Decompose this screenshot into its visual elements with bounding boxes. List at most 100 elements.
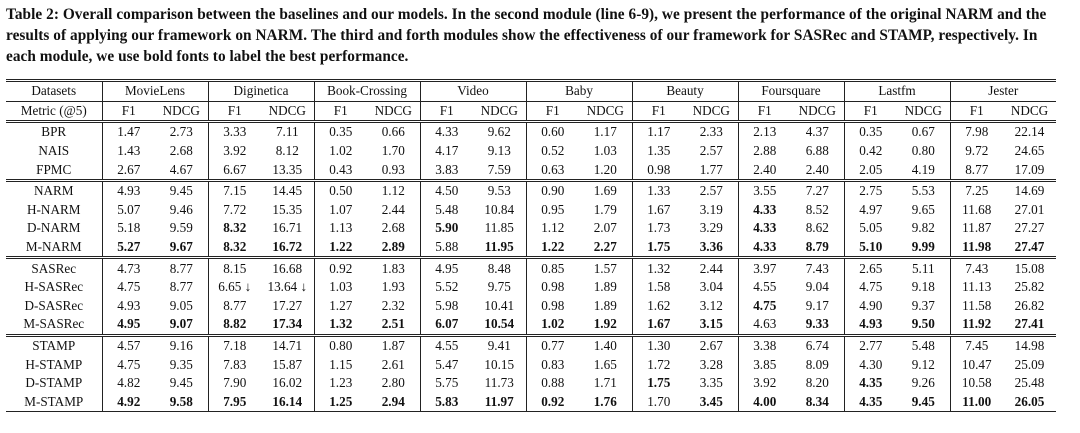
model-name: M-NARM [6, 237, 103, 258]
metric-header: F1 [314, 100, 367, 122]
metric-value: 1.89 [579, 277, 633, 297]
metric-value: 1.03 [329, 279, 353, 295]
model-name: M-STAMP [6, 392, 103, 413]
metric-value: 3.12 [685, 296, 739, 316]
metric-value: 22.14 [1003, 120, 1056, 142]
row-header: Datasets [6, 79, 103, 102]
metric-value: 3.92 [223, 143, 247, 159]
metric-value: 0.90 [526, 178, 579, 201]
metric-value: 10.15 [473, 355, 527, 374]
metric-value: 1.17 [579, 120, 633, 142]
data-row: M-STAMP 4.92 9.58 7.95 16.14 1.25 2.94 5.83 11.9… [6, 392, 1056, 413]
metric-value: 1.75 [647, 375, 671, 391]
metric-value: 9.58 [155, 392, 209, 413]
metric-value: 15.08 [1003, 256, 1056, 278]
metric-value: 8.34 [791, 392, 845, 413]
metric-value: 1.93 [367, 277, 421, 297]
metric-value: 2.68 [367, 219, 421, 238]
metric-value: 9.82 [897, 219, 951, 238]
metric-value: 1.03 [579, 141, 633, 161]
metric-value: 3.55 [738, 178, 791, 201]
metric-value: 4.35 [859, 375, 883, 391]
metric-value: 2.51 [367, 315, 421, 336]
metric-value: 5.52 [435, 279, 459, 295]
metric-value: 11.13 [962, 279, 992, 295]
model-name: NAIS [6, 141, 103, 161]
metric-value: 9.07 [155, 315, 209, 336]
metric-value: 9.16 [155, 333, 209, 356]
metric-value: 4.33 [753, 220, 777, 236]
metric-value: 8.82 [223, 316, 247, 332]
metric-value: 0.67 [897, 120, 951, 142]
metric-header: F1 [102, 100, 155, 122]
metric-value: 4.63 [753, 316, 777, 332]
metric-value: 3.45 [685, 392, 739, 413]
metric-value: 11.92 [962, 316, 992, 332]
metric-value: 8.79 [791, 237, 845, 258]
metric-value: 4.55 [753, 279, 777, 295]
metric-value: 8.32 [223, 239, 247, 255]
metric-value: 2.57 [685, 141, 739, 161]
metric-value: 25.09 [1014, 356, 1045, 372]
metric-value: 9.41 [473, 333, 527, 356]
metric-value: 10.58 [961, 375, 992, 391]
metric-value: 26.05 [1003, 392, 1056, 413]
metric-value: 5.11 [897, 256, 951, 278]
metric-value: 16.72 [261, 237, 315, 258]
metric-header: F1 [208, 100, 261, 122]
metric-value: 11.98 [962, 239, 992, 255]
metric-value: 4.93 [859, 316, 883, 332]
metric-value: 4.75 [117, 279, 141, 295]
metric-header: NDCG [261, 100, 315, 122]
model-name: D-SASRec [6, 296, 103, 316]
dataset-header: Lastfm [844, 79, 951, 102]
metric-value: 7.25 [950, 178, 1003, 201]
metric-value: 4.57 [102, 333, 155, 356]
metric-value: 27.01 [1014, 201, 1045, 217]
row-header: Metric (@5) [6, 100, 103, 122]
metric-value: 14.71 [261, 333, 315, 356]
metric-value: 2.67 [117, 161, 141, 177]
metric-value: 3.35 [685, 373, 739, 393]
metric-value: 0.63 [541, 161, 565, 177]
metric-value: 8.09 [791, 355, 845, 374]
metric-value: 1.40 [579, 333, 633, 356]
metric-header: NDCG [685, 100, 739, 122]
metric-value: 1.76 [579, 392, 633, 413]
metric-value: 3.85 [753, 356, 777, 372]
data-row: H-STAMP 4.75 9.35 7.83 15.87 1.15 2.61 5.47 10.1… [6, 355, 1056, 374]
metric-value: 8.32 [223, 220, 247, 236]
metric-value: 4.92 [102, 392, 155, 413]
metric-value: 3.33 [208, 120, 261, 142]
metric-value: 5.98 [435, 297, 459, 313]
data-row: D-NARM 5.18 9.59 8.32 16.71 1.13 2.68 5.90 11.85… [6, 219, 1056, 238]
metric-value: 9.75 [473, 277, 527, 297]
metric-value: 0.95 [541, 201, 565, 217]
metric-value: 4.33 [753, 239, 777, 255]
metric-value: 8.77 [155, 256, 209, 278]
data-row: NARM 4.93 9.45 7.15 14.45 0.50 1.12 4.50 9.53 0.9… [6, 178, 1056, 201]
metric-value: 8.20 [791, 373, 845, 393]
metric-value: 2.80 [367, 373, 421, 393]
metric-value: 9.12 [897, 355, 951, 374]
metric-value: 0.50 [314, 178, 367, 201]
metric-value: 11.00 [950, 392, 1003, 413]
metric-header: F1 [526, 100, 579, 122]
metric-value: 8.77 [155, 277, 209, 297]
metric-value: 3.83 [435, 161, 459, 177]
metric-value: 9.46 [155, 200, 209, 220]
metric-value: 0.43 [329, 161, 353, 177]
metric-value: 16.68 [261, 256, 315, 278]
metric-value: 1.62 [647, 297, 671, 313]
metric-value: 5.10 [859, 239, 883, 255]
metric-value: 0.77 [526, 333, 579, 356]
metric-header: F1 [420, 100, 473, 122]
metric-value: 1.92 [579, 315, 633, 336]
dataset-header: Baby [526, 79, 633, 102]
metric-value: 3.29 [685, 219, 739, 238]
metric-value: 4.73 [102, 256, 155, 278]
metric-value: 8.77 [965, 161, 989, 177]
metric-value: 0.98 [647, 161, 671, 177]
table-caption: Table 2: Overall comparison between the … [6, 6, 1047, 65]
metric-value: 1.02 [329, 143, 353, 159]
